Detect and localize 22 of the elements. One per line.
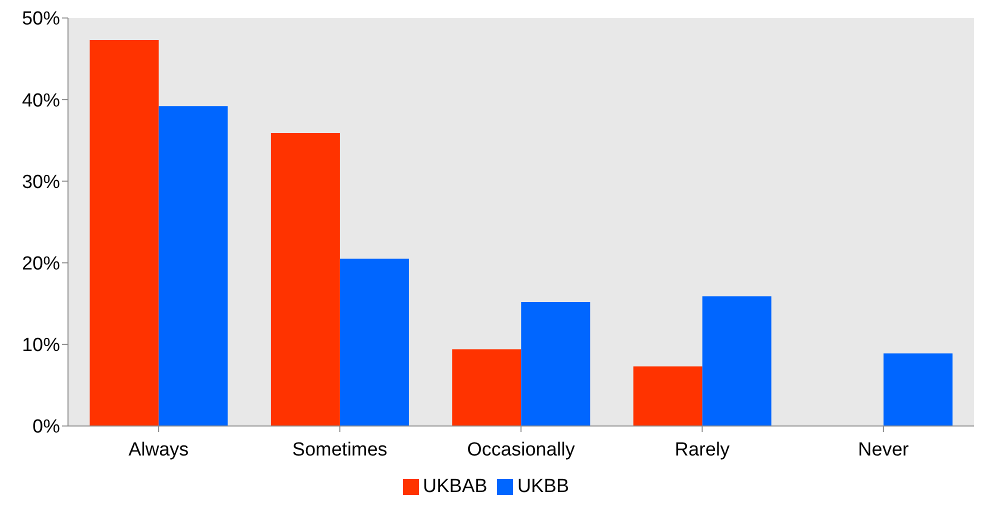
y-tick-label: 20% xyxy=(22,254,60,275)
bar xyxy=(340,258,409,426)
legend-label: UKBAB xyxy=(422,476,488,497)
y-tick-label: 10% xyxy=(22,335,60,356)
bar xyxy=(521,302,590,426)
y-tick-label: 50% xyxy=(22,8,60,30)
legend-label: UKBB xyxy=(517,476,570,497)
x-tick-label: Sometimes xyxy=(292,439,388,460)
x-tick-label: Occasionally xyxy=(467,439,576,460)
y-tick-label: 40% xyxy=(22,90,60,112)
bar xyxy=(884,353,953,426)
y-tick-label: 30% xyxy=(22,172,60,193)
bar xyxy=(702,296,772,426)
y-tick-label: 0% xyxy=(32,416,60,438)
bar xyxy=(270,133,340,426)
x-tick-label: Always xyxy=(128,439,189,460)
bar xyxy=(158,106,228,426)
bar xyxy=(90,40,159,426)
bar xyxy=(452,349,522,426)
x-tick-label: Rarely xyxy=(674,439,730,460)
bar xyxy=(633,366,702,426)
x-tick-label: Never xyxy=(858,439,910,460)
